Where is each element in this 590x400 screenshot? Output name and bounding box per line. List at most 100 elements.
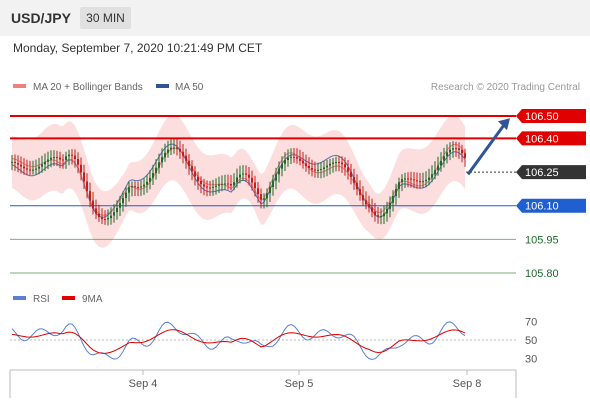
- candle-body: [350, 171, 352, 177]
- candle-body: [44, 161, 46, 165]
- candle-body: [203, 184, 205, 187]
- candle-body: [251, 177, 253, 183]
- candle-body: [305, 163, 307, 166]
- candle-body: [287, 157, 289, 160]
- candle-body: [284, 160, 286, 164]
- timeframe-button[interactable]: 30 MIN: [80, 7, 131, 29]
- candle-body: [359, 189, 361, 195]
- level-label-106.25: 106.25: [525, 167, 559, 179]
- candle-body: [380, 216, 382, 218]
- candle-body: [173, 147, 175, 149]
- currency-pair-title: USD/JPY: [11, 10, 71, 26]
- legend-label-ma50: MA 50: [175, 82, 204, 93]
- legend-label-bollinger: MA 20 + Bollinger Bands: [33, 82, 143, 93]
- candle-body: [35, 168, 37, 170]
- price-level-labels: 106.50 106.40 106.25 106.10 105.95 105.80: [516, 109, 586, 280]
- candle-body: [269, 187, 271, 193]
- candle-body: [209, 187, 211, 189]
- candle-body: [422, 181, 424, 183]
- candle-body: [23, 166, 25, 169]
- candle-body: [191, 166, 193, 172]
- candle-body: [419, 181, 421, 183]
- x-tick-label: Sep 4: [129, 378, 158, 390]
- candle-body: [296, 157, 298, 159]
- candle-body: [38, 166, 40, 169]
- level-tag-106.10: [516, 198, 586, 213]
- candle-body: [233, 182, 235, 186]
- candle-body: [275, 174, 277, 181]
- candle-body: [302, 160, 304, 164]
- candle-body: [368, 204, 370, 208]
- level-label-106.10: 106.10: [525, 201, 559, 213]
- candle-body: [404, 178, 406, 180]
- candle-body: [383, 213, 385, 217]
- candle-body: [257, 188, 259, 195]
- candle-body: [170, 147, 172, 150]
- candle-body: [362, 195, 364, 201]
- rsi-tick-30: 30: [525, 354, 537, 366]
- candle-body: [254, 182, 256, 189]
- candle-body: [101, 217, 103, 220]
- timestamp: Monday, September 7, 2020 10:21:49 PM CE…: [13, 41, 263, 55]
- candle-body: [47, 159, 49, 162]
- candle-body: [317, 169, 319, 171]
- candle-body: [155, 167, 157, 173]
- candle-body: [59, 157, 61, 160]
- candle-body: [227, 183, 229, 185]
- candle-body: [440, 160, 442, 166]
- candle-body: [320, 169, 322, 170]
- candle-body: [464, 153, 466, 158]
- candlesticks: [11, 138, 466, 226]
- candle-body: [128, 187, 130, 193]
- candle-body: [188, 160, 190, 167]
- rsi-line: [11, 321, 466, 361]
- candle-body: [410, 178, 412, 180]
- level-tag-106.50: [516, 109, 586, 123]
- candle-body: [395, 188, 397, 196]
- rsi-tick-70: 70: [525, 317, 537, 329]
- candle-body: [197, 176, 199, 181]
- candle-body: [215, 185, 217, 187]
- candle-body: [248, 174, 250, 178]
- candle-body: [272, 180, 274, 187]
- candle-body: [344, 164, 346, 168]
- candle-body: [14, 161, 16, 163]
- candle-body: [194, 171, 196, 177]
- price-levels: [10, 115, 516, 274]
- candle-body: [434, 170, 436, 175]
- candle-body: [134, 186, 136, 188]
- projection-arrow: [466, 118, 510, 176]
- candle-body: [92, 200, 94, 209]
- candle-body: [413, 179, 415, 181]
- candle-body: [53, 157, 55, 159]
- candle-body: [137, 187, 139, 189]
- candle-body: [41, 164, 43, 167]
- candle-body: [218, 184, 220, 186]
- candle-body: [311, 168, 313, 170]
- candle-body: [95, 208, 97, 214]
- candle-body: [26, 168, 28, 170]
- legend-label-rsi: RSI: [33, 294, 50, 305]
- candle-body: [389, 202, 391, 209]
- candle-body: [416, 180, 418, 182]
- x-tick-label: Sep 8: [453, 378, 482, 390]
- candle-body: [443, 156, 445, 161]
- candle-body: [65, 156, 67, 160]
- candle-body: [89, 191, 91, 201]
- candle-body: [143, 184, 145, 187]
- candle-body: [71, 154, 73, 156]
- candle-body: [386, 208, 388, 214]
- candle-body: [377, 215, 379, 217]
- candle-body: [242, 173, 244, 175]
- candle-body: [167, 149, 169, 153]
- level-label-106.50: 106.50: [525, 111, 559, 123]
- level-label-105.80: 105.80: [525, 268, 559, 280]
- candle-body: [236, 177, 238, 183]
- candle-body: [185, 155, 187, 161]
- candle-body: [119, 203, 121, 208]
- candle-body: [326, 165, 328, 168]
- level-tag-106.40: [516, 131, 586, 146]
- candle-body: [56, 157, 58, 159]
- rsi-9ma-line: [11, 329, 466, 354]
